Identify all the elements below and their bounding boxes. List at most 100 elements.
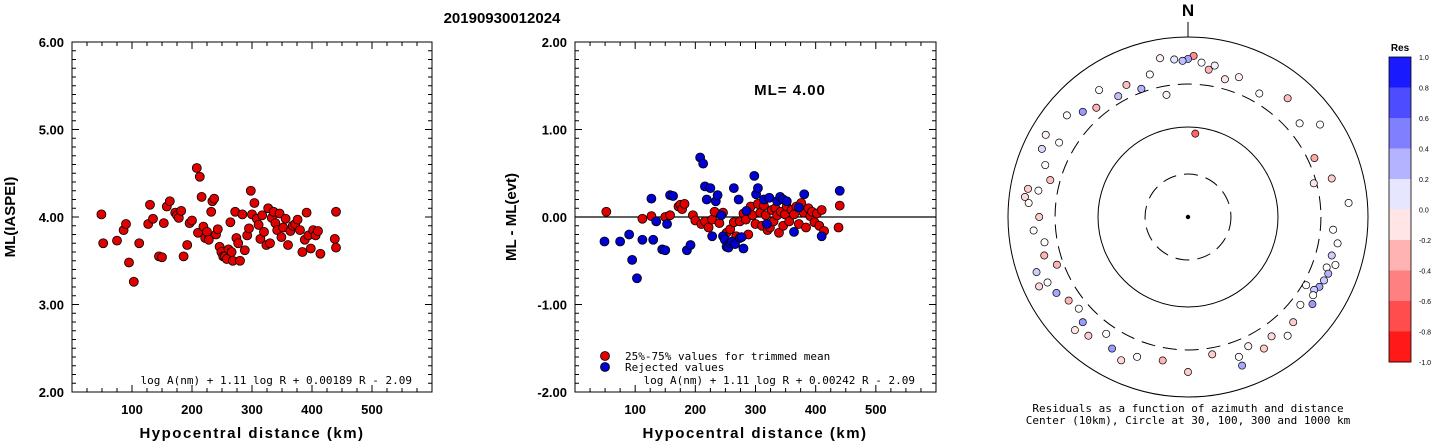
data-point (253, 219, 264, 230)
data-point (235, 255, 245, 266)
station-point (1327, 251, 1336, 260)
station-point (1329, 225, 1338, 234)
trimmed-point (784, 216, 795, 227)
data-point (259, 226, 269, 237)
data-point (158, 218, 169, 229)
x-tick-labels: 100 200 300 400 500 (121, 402, 383, 417)
rejected-point (753, 183, 763, 194)
station-point (1283, 331, 1292, 340)
data-point (202, 226, 212, 237)
colorbar-band (1389, 301, 1411, 332)
colorbar-tick-label: 0.2 (1419, 177, 1429, 184)
data-point (128, 276, 139, 287)
colorbar-band (1389, 57, 1411, 88)
station-point (1310, 154, 1319, 162)
station-point (1158, 356, 1167, 365)
station-point (1078, 107, 1087, 116)
station-point (1114, 92, 1123, 101)
trimmed-point (834, 200, 845, 211)
colorbar-band (1389, 240, 1411, 271)
data-point (301, 207, 312, 218)
data-point (226, 247, 237, 257)
station-point (1133, 352, 1142, 361)
station-point (1170, 55, 1179, 64)
panel-ml-residual: 100 200 300 400 500 -2.00 -1.00 0.00 1.00 2.00 M… (503, 35, 937, 441)
rejected-point (741, 205, 752, 216)
data-point (121, 219, 131, 229)
colorbar-band (1389, 179, 1411, 210)
formula-label: log A(nm) + 1.11 log R + 0.00189 R - 2.0… (140, 374, 412, 387)
data-point (233, 238, 244, 249)
data-point (182, 240, 193, 250)
caption-line-2: Center (10km), Circle at 30, 100, 300 an… (1026, 414, 1351, 427)
y-tick-label: 0.00 (542, 210, 567, 225)
rejected-point (637, 234, 648, 245)
station-point (1064, 296, 1073, 305)
colorbar-tick-label: 0.8 (1419, 86, 1429, 93)
data-point (283, 240, 293, 250)
station-point (1117, 356, 1126, 365)
y-tick-label: 5.00 (39, 123, 64, 138)
data-point (148, 213, 158, 224)
y-tick-label: -2.00 (537, 385, 567, 400)
colorbar-band (1389, 87, 1411, 119)
station-point (1078, 318, 1087, 327)
station-point (1295, 119, 1304, 128)
station-point (1289, 318, 1298, 327)
rejected-point (793, 202, 804, 213)
rejected-point (716, 210, 727, 221)
colorbar-tick-label: 0.4 (1419, 147, 1429, 154)
data-point (112, 235, 122, 246)
rejected-point (698, 158, 709, 169)
legend-rejected-marker (600, 362, 610, 372)
station-point (1041, 161, 1050, 169)
rejected-point (627, 254, 638, 265)
rejected-point (728, 183, 739, 194)
station-point (1333, 239, 1342, 248)
rejected-point (660, 245, 671, 256)
station-point (1309, 179, 1318, 188)
station-point (1283, 94, 1292, 103)
panel-ml-iaspei: 100 200 300 400 500 2.00 3.00 4.00 5.00 6.00 Hyp… (2, 35, 433, 441)
x-tick-label: 400 (301, 402, 323, 417)
x-tick-label: 500 (361, 402, 383, 417)
y-tick-label: 2.00 (542, 35, 567, 50)
data-point (98, 238, 109, 249)
rejected-point (762, 219, 772, 229)
data-point (157, 252, 167, 263)
station-point (1244, 342, 1253, 351)
caption-line-1: Residuals as a function of azimuth and d… (1032, 402, 1343, 415)
data-point (331, 242, 341, 253)
colorbar-tick-label: -0.4 (1419, 269, 1431, 276)
trimmed-point (801, 222, 811, 233)
rejected-point (738, 243, 749, 254)
x-axis-label: Hypocentral distance (km) (642, 425, 867, 441)
x-tick-label: 100 (121, 402, 143, 417)
colorbar-band (1389, 148, 1411, 180)
y-tick-label: 3.00 (39, 298, 64, 313)
station-point (1184, 368, 1192, 376)
colorbar-bands (1389, 57, 1411, 363)
data-point (212, 224, 223, 235)
data-point (203, 234, 214, 245)
data-point (265, 238, 275, 249)
rejected-point (799, 189, 810, 200)
y-axis-label: ML(IASPEI) (2, 177, 19, 258)
station-point (1344, 199, 1353, 207)
range-circles (1007, 36, 1369, 398)
data-points (599, 152, 845, 284)
colorbar-band (1389, 331, 1411, 363)
data-point (237, 209, 248, 220)
station-points (1020, 51, 1353, 376)
colorbar-tick-label: 0.0 (1419, 208, 1429, 215)
data-point (209, 193, 220, 204)
station-point (1024, 184, 1032, 193)
station-point (1035, 213, 1044, 221)
rejected-point (749, 170, 760, 181)
legend-trimmed-label: 25%-75% values for trimmed mean (625, 350, 830, 363)
data-point (295, 225, 305, 236)
data-point (313, 226, 323, 236)
y-tick-label: 6.00 (39, 35, 64, 50)
trimmed-point (679, 198, 690, 209)
